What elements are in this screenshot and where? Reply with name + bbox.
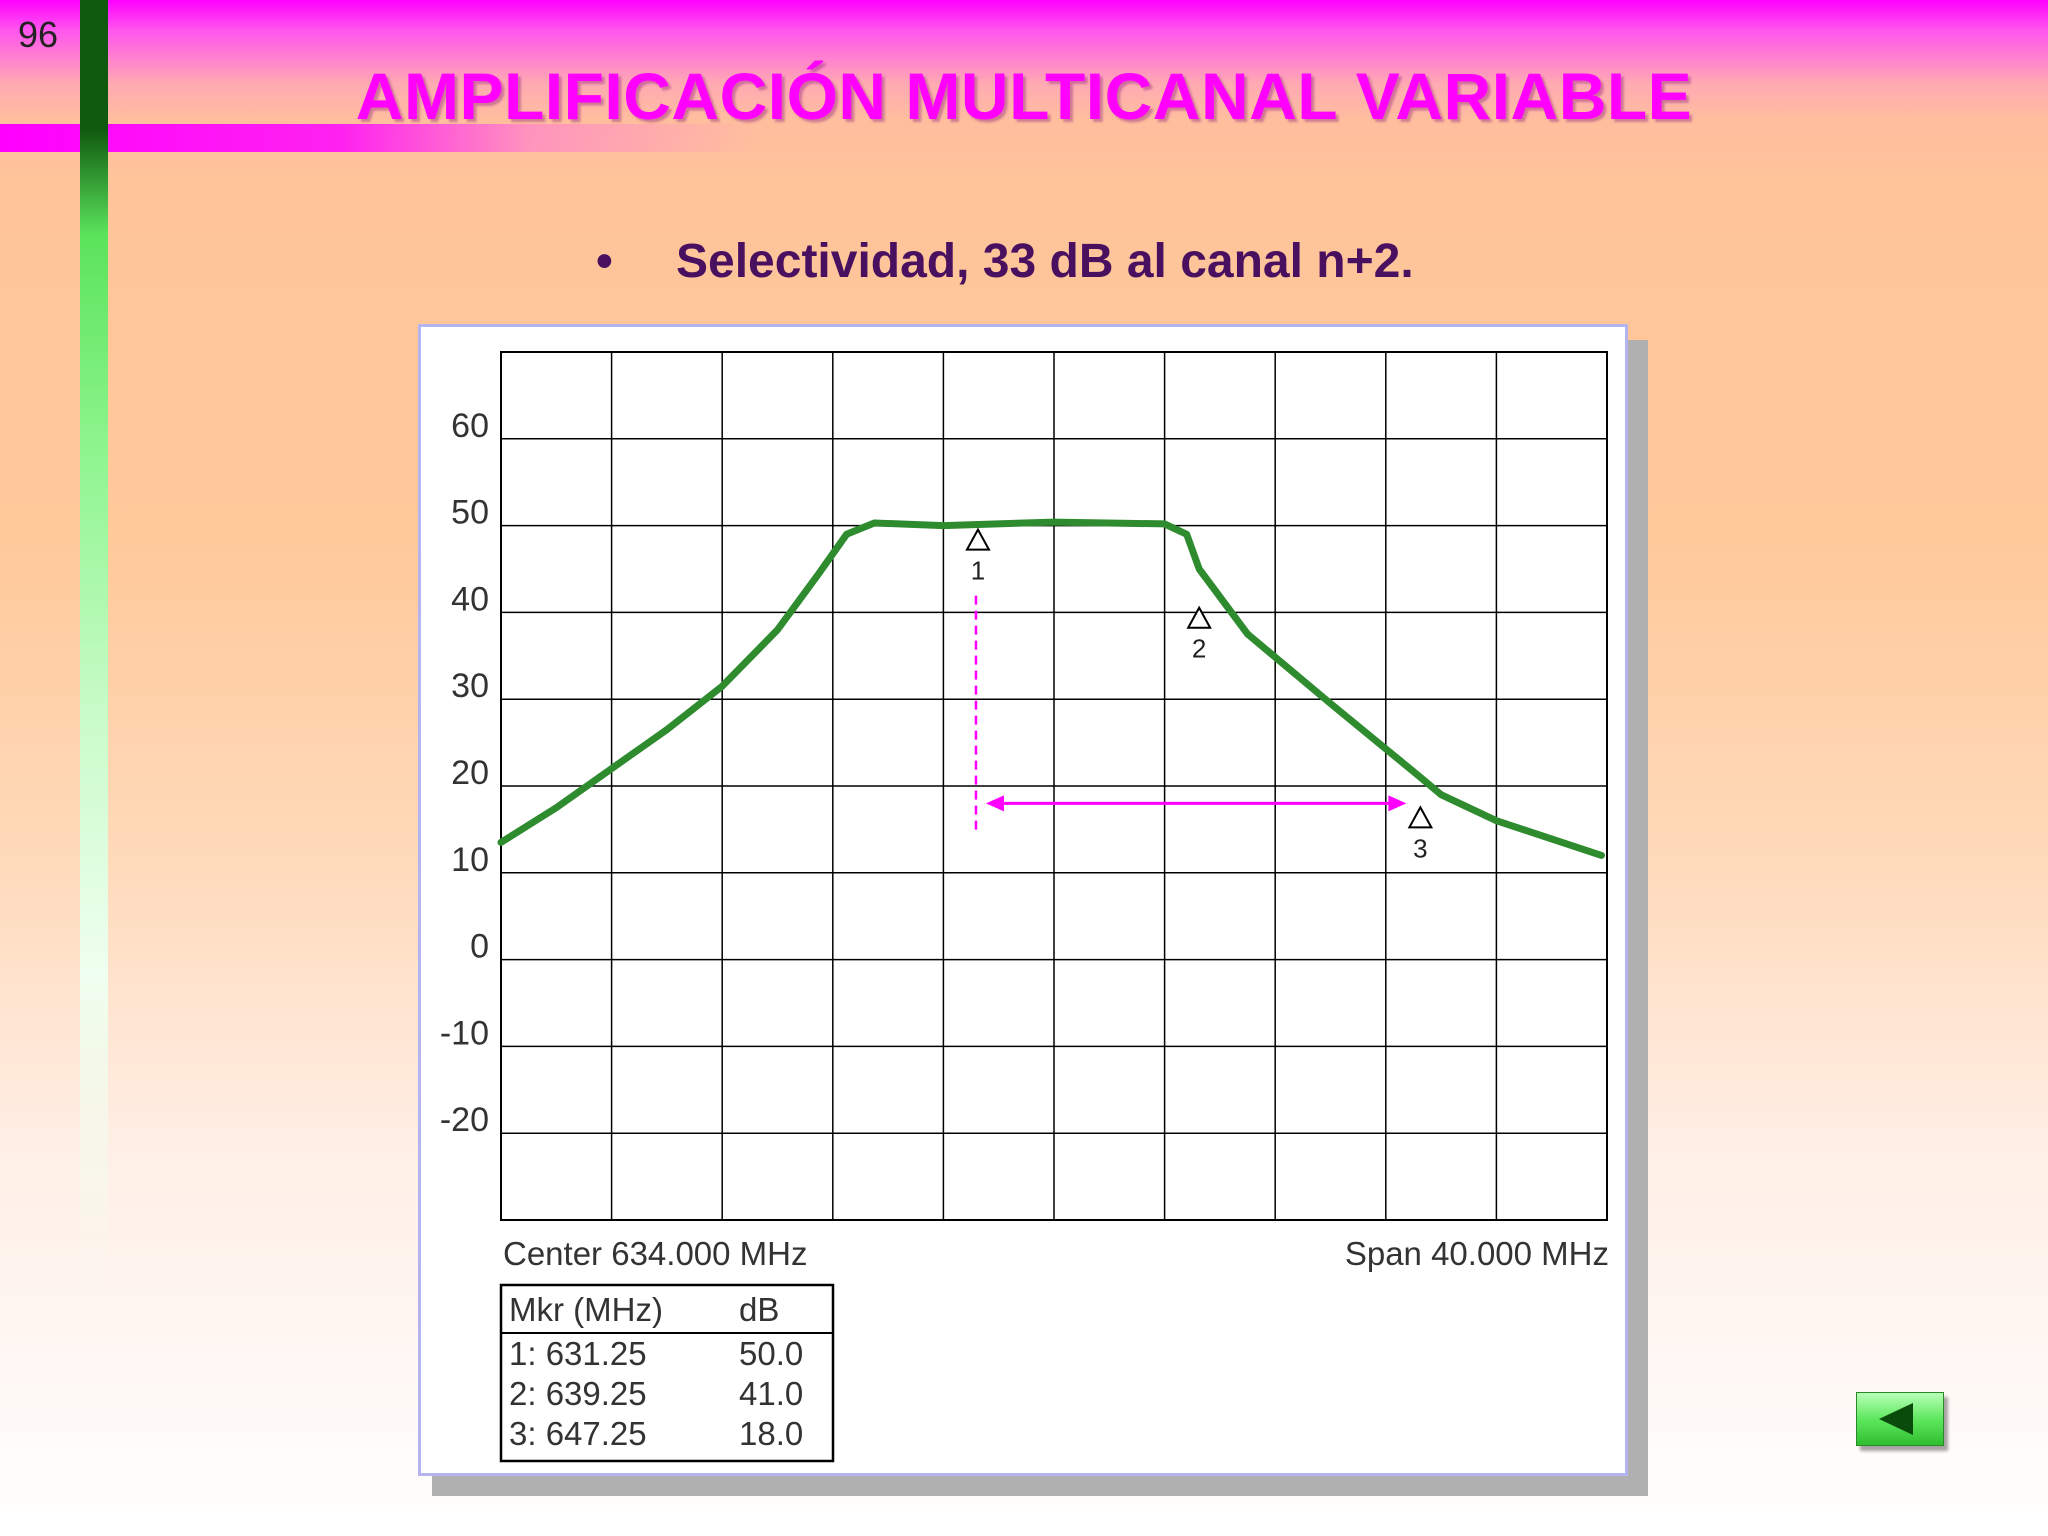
left-arrow-icon	[1879, 1403, 1913, 1435]
marker-table-header: Mkr (MHz)	[509, 1291, 663, 1328]
marker-label: 2	[1192, 634, 1206, 664]
marker-triangle-icon	[1186, 605, 1212, 629]
marker-triangle-icon	[965, 527, 991, 551]
y-tick-label: 50	[451, 494, 489, 532]
y-tick-label: 20	[451, 754, 489, 792]
marker-triangle-icon	[1407, 805, 1434, 829]
top-decor-bar	[0, 0, 2048, 120]
arrow-head-left-icon	[985, 795, 1004, 812]
bullet-text: Selectividad, 33 dB al canal n+2.	[676, 235, 1414, 288]
marker-table-cell: 41.0	[739, 1375, 803, 1412]
y-tick-label: 40	[451, 580, 489, 618]
marker-label: 3	[1413, 833, 1427, 863]
bullet-icon: •	[596, 235, 613, 288]
y-tick-label: -10	[440, 1014, 489, 1052]
marker-label: 1	[971, 556, 985, 586]
y-tick-label: 60	[451, 407, 489, 445]
y-tick-label: 0	[470, 928, 489, 966]
spectrum-chart-panel: 60 50 40 30 20 10 0 -10 -20 1 2 3 Center 634.000 MHz…	[418, 324, 1628, 1476]
marker-table-cell: 1: 631.25	[509, 1335, 647, 1372]
vertical-decor-strip	[80, 0, 108, 1300]
marker-table-cell: 3: 647.25	[509, 1415, 647, 1452]
marker-table-cell: 50.0	[739, 1335, 803, 1372]
y-tick-label: -20	[440, 1101, 489, 1139]
series-line	[497, 518, 1605, 859]
y-tick-label: 30	[451, 667, 489, 705]
y-tick-label: 10	[451, 841, 489, 879]
span-label: Span 40.000 MHz	[1345, 1235, 1609, 1272]
marker-table	[499, 1283, 835, 1463]
horizontal-decor-strip	[0, 124, 760, 152]
back-nav-button[interactable]	[1856, 1392, 1944, 1446]
arrow-head-right-icon	[1388, 795, 1407, 812]
marker-table-header: dB	[739, 1291, 779, 1328]
spectrum-chart: 60 50 40 30 20 10 0 -10 -20 1 2 3 Center 634.000 MHz…	[440, 351, 1609, 1463]
marker-table-cell: 18.0	[739, 1415, 803, 1452]
marker-table-cell: 2: 639.25	[509, 1375, 647, 1412]
center-frequency-label: Center 634.000 MHz	[503, 1235, 808, 1272]
page-number: 96	[18, 14, 59, 55]
slide-title: AMPLIFICACIÓN MULTICANAL VARIABLE	[355, 59, 1693, 133]
